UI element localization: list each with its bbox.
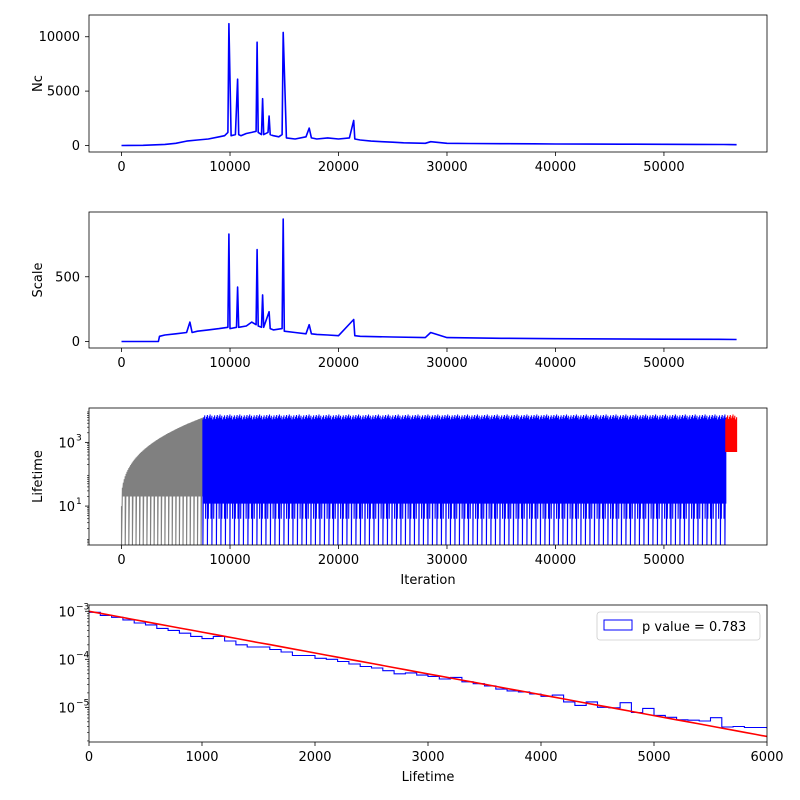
axes-frame (88, 14, 768, 153)
legend-box (596, 611, 761, 641)
x-tick-label: 6000 (750, 750, 783, 765)
y-tick-label: 10 (58, 500, 75, 515)
x-tick-label: 10000 (209, 356, 250, 371)
x-tick-label: 1000 (185, 750, 218, 765)
x-tick-label: 2000 (298, 750, 331, 765)
x-tick-label: 3000 (411, 750, 444, 765)
y-tick-exponent: −5 (76, 698, 89, 708)
x-tick-label: 50000 (643, 160, 684, 175)
y-tick-label: 10 (58, 701, 75, 716)
lifetime-main-series (202, 414, 727, 545)
x-tick-label: 0 (85, 750, 93, 765)
x-tick-label: 50000 (643, 553, 684, 568)
y-tick-label: 10 (58, 436, 75, 451)
x-tick-label: 4000 (524, 750, 557, 765)
x-tick-label: 0 (117, 553, 125, 568)
y-tick-base: 10 (58, 500, 75, 515)
lifetime-burnin-series (120, 417, 204, 545)
y-tick-label: 0 (72, 335, 80, 350)
y-tick-base: 10 (58, 653, 75, 668)
y-axis-label: Lifetime (31, 450, 46, 503)
x-tick-label: 30000 (426, 553, 467, 568)
x-tick-label: 0 (117, 356, 125, 371)
y-tick-exponent: −3 (76, 602, 89, 612)
exponential-fit-line (89, 610, 767, 738)
y-axis-label: Scale (31, 263, 46, 298)
x-tick-label: 20000 (318, 553, 359, 568)
x-tick-label: 40000 (535, 553, 576, 568)
y-tick-base: 10 (58, 605, 75, 620)
x-tick-label: 10000 (209, 553, 250, 568)
y-tick-exponent: 1 (76, 497, 82, 507)
y-axis-label: Nc (31, 75, 46, 92)
x-tick-label: 40000 (535, 356, 576, 371)
y-tick-label: 10000 (39, 30, 80, 45)
nc-series-line (121, 22, 737, 147)
x-tick-label: 30000 (426, 356, 467, 371)
lifetime-series-group (120, 414, 738, 545)
y-tick-label: 500 (55, 270, 80, 285)
x-tick-label: 20000 (318, 356, 359, 371)
histogram-group (89, 610, 767, 738)
y-tick-exponent: −4 (76, 650, 90, 660)
y-tick-exponent: 3 (76, 433, 82, 443)
y-tick-base: 10 (58, 436, 75, 451)
nc-panel: 0 10000 20000 30000 40000 50000 0 5000 10000 Nc (31, 14, 768, 175)
y-tick-base: 10 (58, 701, 75, 716)
x-axis-label: Lifetime (402, 770, 455, 785)
x-axis-label: Iteration (400, 573, 455, 588)
y-tick-label: 5000 (47, 85, 80, 100)
x-tick-label: 10000 (209, 160, 250, 175)
y-tick-label: 10 (58, 653, 75, 668)
x-tick-label: 5000 (637, 750, 670, 765)
x-tick-label: 50000 (643, 356, 684, 371)
x-tick-label: 0 (117, 160, 125, 175)
axes-frame (88, 407, 768, 546)
scale-panel: 0 10000 20000 30000 40000 50000 0 500 Scale (31, 211, 768, 371)
x-tick-label: 30000 (426, 160, 467, 175)
x-tick-label: 20000 (318, 160, 359, 175)
x-tick-label: 40000 (535, 160, 576, 175)
y-tick-label: 0 (72, 139, 80, 154)
legend-label: p value = 0.783 (642, 620, 746, 635)
legend-swatch (603, 619, 633, 631)
lifetime-tail-series (725, 414, 738, 453)
axes-frame (88, 211, 768, 349)
scale-series-line (121, 218, 737, 343)
y-tick-label: 10 (58, 605, 75, 620)
legend: p value = 0.783 (596, 611, 761, 641)
